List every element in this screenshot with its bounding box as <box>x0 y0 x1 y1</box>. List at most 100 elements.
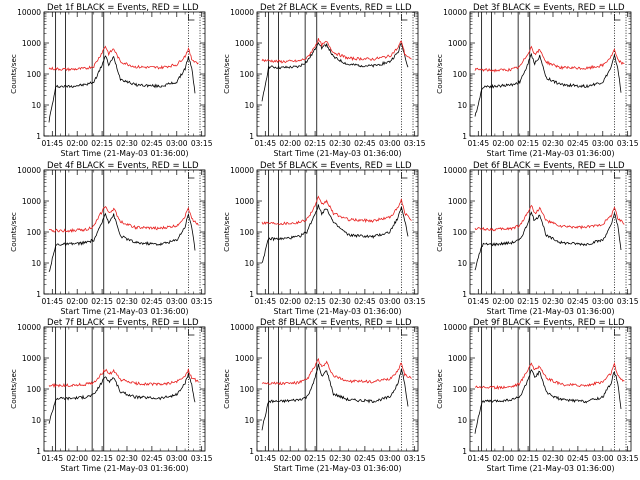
x-tick-label: 02:15 <box>91 297 113 306</box>
range-bracket-mark <box>401 14 408 21</box>
x-tick-label: 02:00 <box>492 139 514 148</box>
y-tick-label: 100 <box>240 228 255 237</box>
y-tick-label: 1 <box>462 132 467 141</box>
x-tick-label: 02:00 <box>279 139 301 148</box>
x-tick-label: 01:45 <box>41 454 63 463</box>
x-axis-label: Start Time (21-May-03 01:36:00) <box>273 149 401 158</box>
y-tick-label: 1 <box>462 290 467 299</box>
y-tick-label: 10 <box>244 259 254 268</box>
x-tick-label: 03:00 <box>592 297 614 306</box>
axes-frame <box>43 169 206 295</box>
x-tick-label: 02:15 <box>304 297 326 306</box>
events-series-line <box>474 211 622 271</box>
lld-series-line <box>48 205 199 233</box>
x-tick-label: 03:00 <box>166 297 188 306</box>
panel-det-1f: Det 1f BLACK = Events, RED = LLD 1 10 100 10… <box>9 3 213 158</box>
axes-frame <box>469 169 632 295</box>
y-tick-label: 1 <box>36 290 41 299</box>
panel-title: Det 5f BLACK = Events, RED = LLD <box>260 161 412 171</box>
y-tick-label: 1000 <box>448 354 467 363</box>
x-tick-label: 02:00 <box>66 139 88 148</box>
x-tick-label: 02:00 <box>66 454 88 463</box>
y-tick-label: 10000 <box>443 8 467 17</box>
x-axis-label: Start Time (21-May-03 01:36:00) <box>273 307 401 316</box>
panel-det-8f: Det 8f BLACK = Events, RED = LLD 1 10 100 10… <box>222 318 426 473</box>
y-tick-label: 10 <box>31 101 41 110</box>
y-tick-label: 10000 <box>17 8 41 17</box>
y-tick-label: 100 <box>240 70 255 79</box>
x-axis-label: Start Time (21-May-03 01:36:00) <box>486 149 614 158</box>
x-tick-label: 01:45 <box>254 139 276 148</box>
y-tick-label: 10000 <box>230 8 254 17</box>
panel-det-5f: Det 5f BLACK = Events, RED = LLD 1 10 100 10… <box>222 161 426 316</box>
y-tick-label: 1000 <box>235 39 254 48</box>
x-tick-label: 02:45 <box>567 454 589 463</box>
x-tick-label: 02:15 <box>517 297 539 306</box>
x-tick-label: 02:45 <box>141 139 163 148</box>
y-tick-label: 100 <box>27 228 42 237</box>
y-tick-label: 100 <box>453 228 468 237</box>
x-tick-label: 02:15 <box>91 139 113 148</box>
panel-title: Det 7f BLACK = Events, RED = LLD <box>47 318 199 328</box>
y-tick-label: 10000 <box>17 323 41 332</box>
x-tick-label: 02:30 <box>542 297 564 306</box>
panel-det-7f: Det 7f BLACK = Events, RED = LLD 1 10 100 10… <box>9 318 213 473</box>
x-tick-label: 01:45 <box>254 454 276 463</box>
y-axis-label: Counts/sec <box>222 54 231 94</box>
y-axis-label: Counts/sec <box>435 369 444 409</box>
x-tick-label: 02:15 <box>517 454 539 463</box>
y-tick-label: 10 <box>244 416 254 425</box>
y-axis-label: Counts/sec <box>435 212 444 252</box>
y-axis-label: Counts/sec <box>9 369 18 409</box>
x-axis-label: Start Time (21-May-03 01:36:00) <box>486 307 614 316</box>
events-series-line <box>261 363 409 431</box>
y-axis-label: Counts/sec <box>222 369 231 409</box>
range-bracket-mark <box>401 329 408 336</box>
x-tick-label: 02:30 <box>329 454 351 463</box>
panel-det-9f: Det 9f BLACK = Events, RED = LLD 1 10 100 10… <box>435 318 639 473</box>
x-tick-label: 03:15 <box>617 454 639 463</box>
x-axis-label: Start Time (21-May-03 01:36:00) <box>60 464 188 473</box>
y-axis-label: Counts/sec <box>9 212 18 252</box>
y-axis-label: Counts/sec <box>435 54 444 94</box>
y-tick-label: 1 <box>462 447 467 456</box>
x-tick-label: 03:15 <box>404 297 426 306</box>
lld-series-line <box>474 361 625 391</box>
x-axis-label: Start Time (21-May-03 01:36:00) <box>60 149 188 158</box>
x-tick-label: 03:15 <box>617 139 639 148</box>
y-tick-label: 1 <box>249 132 254 141</box>
x-tick-label: 01:45 <box>41 297 63 306</box>
x-tick-label: 02:45 <box>141 454 163 463</box>
events-series-line <box>48 372 196 424</box>
y-tick-label: 1 <box>36 132 41 141</box>
panel-det-6f: Det 6f BLACK = Events, RED = LLD 1 10 100 10… <box>435 161 639 316</box>
y-tick-label: 10000 <box>230 323 254 332</box>
x-tick-label: 02:45 <box>354 297 376 306</box>
x-tick-label: 02:30 <box>116 139 138 148</box>
events-series-line <box>474 368 622 434</box>
x-axis-label: Start Time (21-May-03 01:36:00) <box>60 307 188 316</box>
x-tick-label: 01:45 <box>467 297 489 306</box>
x-tick-label: 02:15 <box>91 454 113 463</box>
lld-series-line <box>48 45 199 72</box>
range-bracket-mark <box>188 329 195 336</box>
x-tick-label: 02:45 <box>354 454 376 463</box>
x-tick-label: 02:45 <box>354 139 376 148</box>
y-tick-label: 10 <box>31 259 41 268</box>
x-tick-label: 02:30 <box>542 454 564 463</box>
y-tick-label: 100 <box>453 385 468 394</box>
range-bracket-mark <box>188 172 195 179</box>
x-tick-label: 03:00 <box>592 139 614 148</box>
lld-series-line <box>48 368 199 389</box>
y-tick-label: 10 <box>457 416 467 425</box>
panel-title: Det 3f BLACK = Events, RED = LLD <box>473 3 625 13</box>
x-tick-label: 03:00 <box>379 139 401 148</box>
x-tick-label: 02:30 <box>116 297 138 306</box>
y-tick-label: 10000 <box>17 166 41 175</box>
panel-title: Det 8f BLACK = Events, RED = LLD <box>260 318 412 328</box>
range-bracket-mark <box>614 329 621 336</box>
y-tick-label: 100 <box>240 385 255 394</box>
x-tick-label: 03:15 <box>404 454 426 463</box>
x-axis-label: Start Time (21-May-03 01:36:00) <box>486 464 614 473</box>
